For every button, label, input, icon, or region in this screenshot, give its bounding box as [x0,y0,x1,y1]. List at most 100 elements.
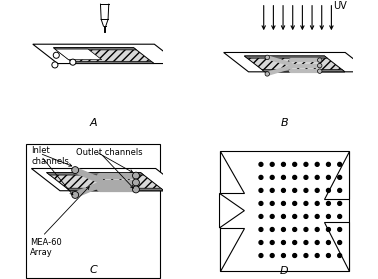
Circle shape [259,240,263,244]
Circle shape [304,175,308,179]
Circle shape [53,52,59,58]
Circle shape [72,167,79,174]
Circle shape [293,162,297,166]
Circle shape [52,62,58,68]
Circle shape [338,201,342,205]
Circle shape [133,172,139,179]
Circle shape [70,59,76,65]
Circle shape [270,189,274,192]
Circle shape [338,189,342,192]
Circle shape [338,162,342,166]
Circle shape [270,254,274,258]
Polygon shape [54,48,136,50]
Polygon shape [46,172,144,175]
Circle shape [318,63,322,68]
Circle shape [315,215,319,218]
Circle shape [327,215,330,218]
Text: MEA-60
Array: MEA-60 Array [30,237,62,257]
Text: C: C [90,265,98,275]
Circle shape [338,240,342,244]
Circle shape [270,201,274,205]
Circle shape [270,215,274,218]
Polygon shape [245,56,345,72]
Circle shape [282,162,285,166]
Polygon shape [262,69,345,72]
Circle shape [282,254,285,258]
Polygon shape [54,48,154,64]
Circle shape [282,240,285,244]
Circle shape [304,162,308,166]
Circle shape [304,189,308,192]
Text: Outlet channels: Outlet channels [76,148,142,157]
Circle shape [338,215,342,218]
Circle shape [293,240,297,244]
Circle shape [72,191,79,198]
Circle shape [259,201,263,205]
Circle shape [327,189,330,192]
Polygon shape [67,188,164,191]
Circle shape [282,201,285,205]
Circle shape [327,162,330,166]
Text: B: B [280,119,288,128]
Circle shape [315,162,319,166]
Circle shape [338,254,342,258]
Circle shape [259,175,263,179]
Circle shape [259,254,263,258]
Circle shape [327,228,330,231]
Polygon shape [220,193,245,228]
Circle shape [327,175,330,179]
Circle shape [338,175,342,179]
Polygon shape [224,52,370,72]
Polygon shape [245,56,327,58]
Circle shape [327,201,330,205]
Circle shape [270,162,274,166]
Text: D: D [280,266,289,276]
Circle shape [293,228,297,231]
Polygon shape [324,151,349,199]
Circle shape [282,175,285,179]
Circle shape [133,186,139,193]
Circle shape [133,179,139,186]
Text: UV: UV [333,1,347,11]
Circle shape [315,254,319,258]
Circle shape [293,201,297,205]
Circle shape [259,189,263,192]
Circle shape [293,189,297,192]
Circle shape [293,175,297,179]
Polygon shape [55,49,102,60]
Circle shape [304,240,308,244]
Text: Inlet
channels: Inlet channels [31,146,69,166]
Circle shape [270,175,274,179]
Polygon shape [71,61,154,64]
Circle shape [293,254,297,258]
Circle shape [270,228,274,231]
Circle shape [293,215,297,218]
Polygon shape [46,172,164,191]
Circle shape [315,201,319,205]
Circle shape [265,55,270,59]
Circle shape [282,215,285,218]
Polygon shape [31,169,184,191]
Polygon shape [220,228,245,271]
Circle shape [315,175,319,179]
Circle shape [327,240,330,244]
Circle shape [304,254,308,258]
Circle shape [315,240,319,244]
Circle shape [304,228,308,231]
Polygon shape [220,151,245,193]
Polygon shape [33,44,179,64]
Circle shape [318,69,322,73]
Circle shape [304,201,308,205]
Circle shape [259,228,263,231]
Circle shape [318,58,322,62]
Circle shape [338,228,342,231]
Circle shape [282,189,285,192]
Circle shape [304,215,308,218]
Circle shape [265,72,270,76]
Bar [220,151,349,271]
Circle shape [327,254,330,258]
Text: A: A [90,119,98,128]
Circle shape [259,215,263,218]
Circle shape [270,240,274,244]
Circle shape [315,228,319,231]
